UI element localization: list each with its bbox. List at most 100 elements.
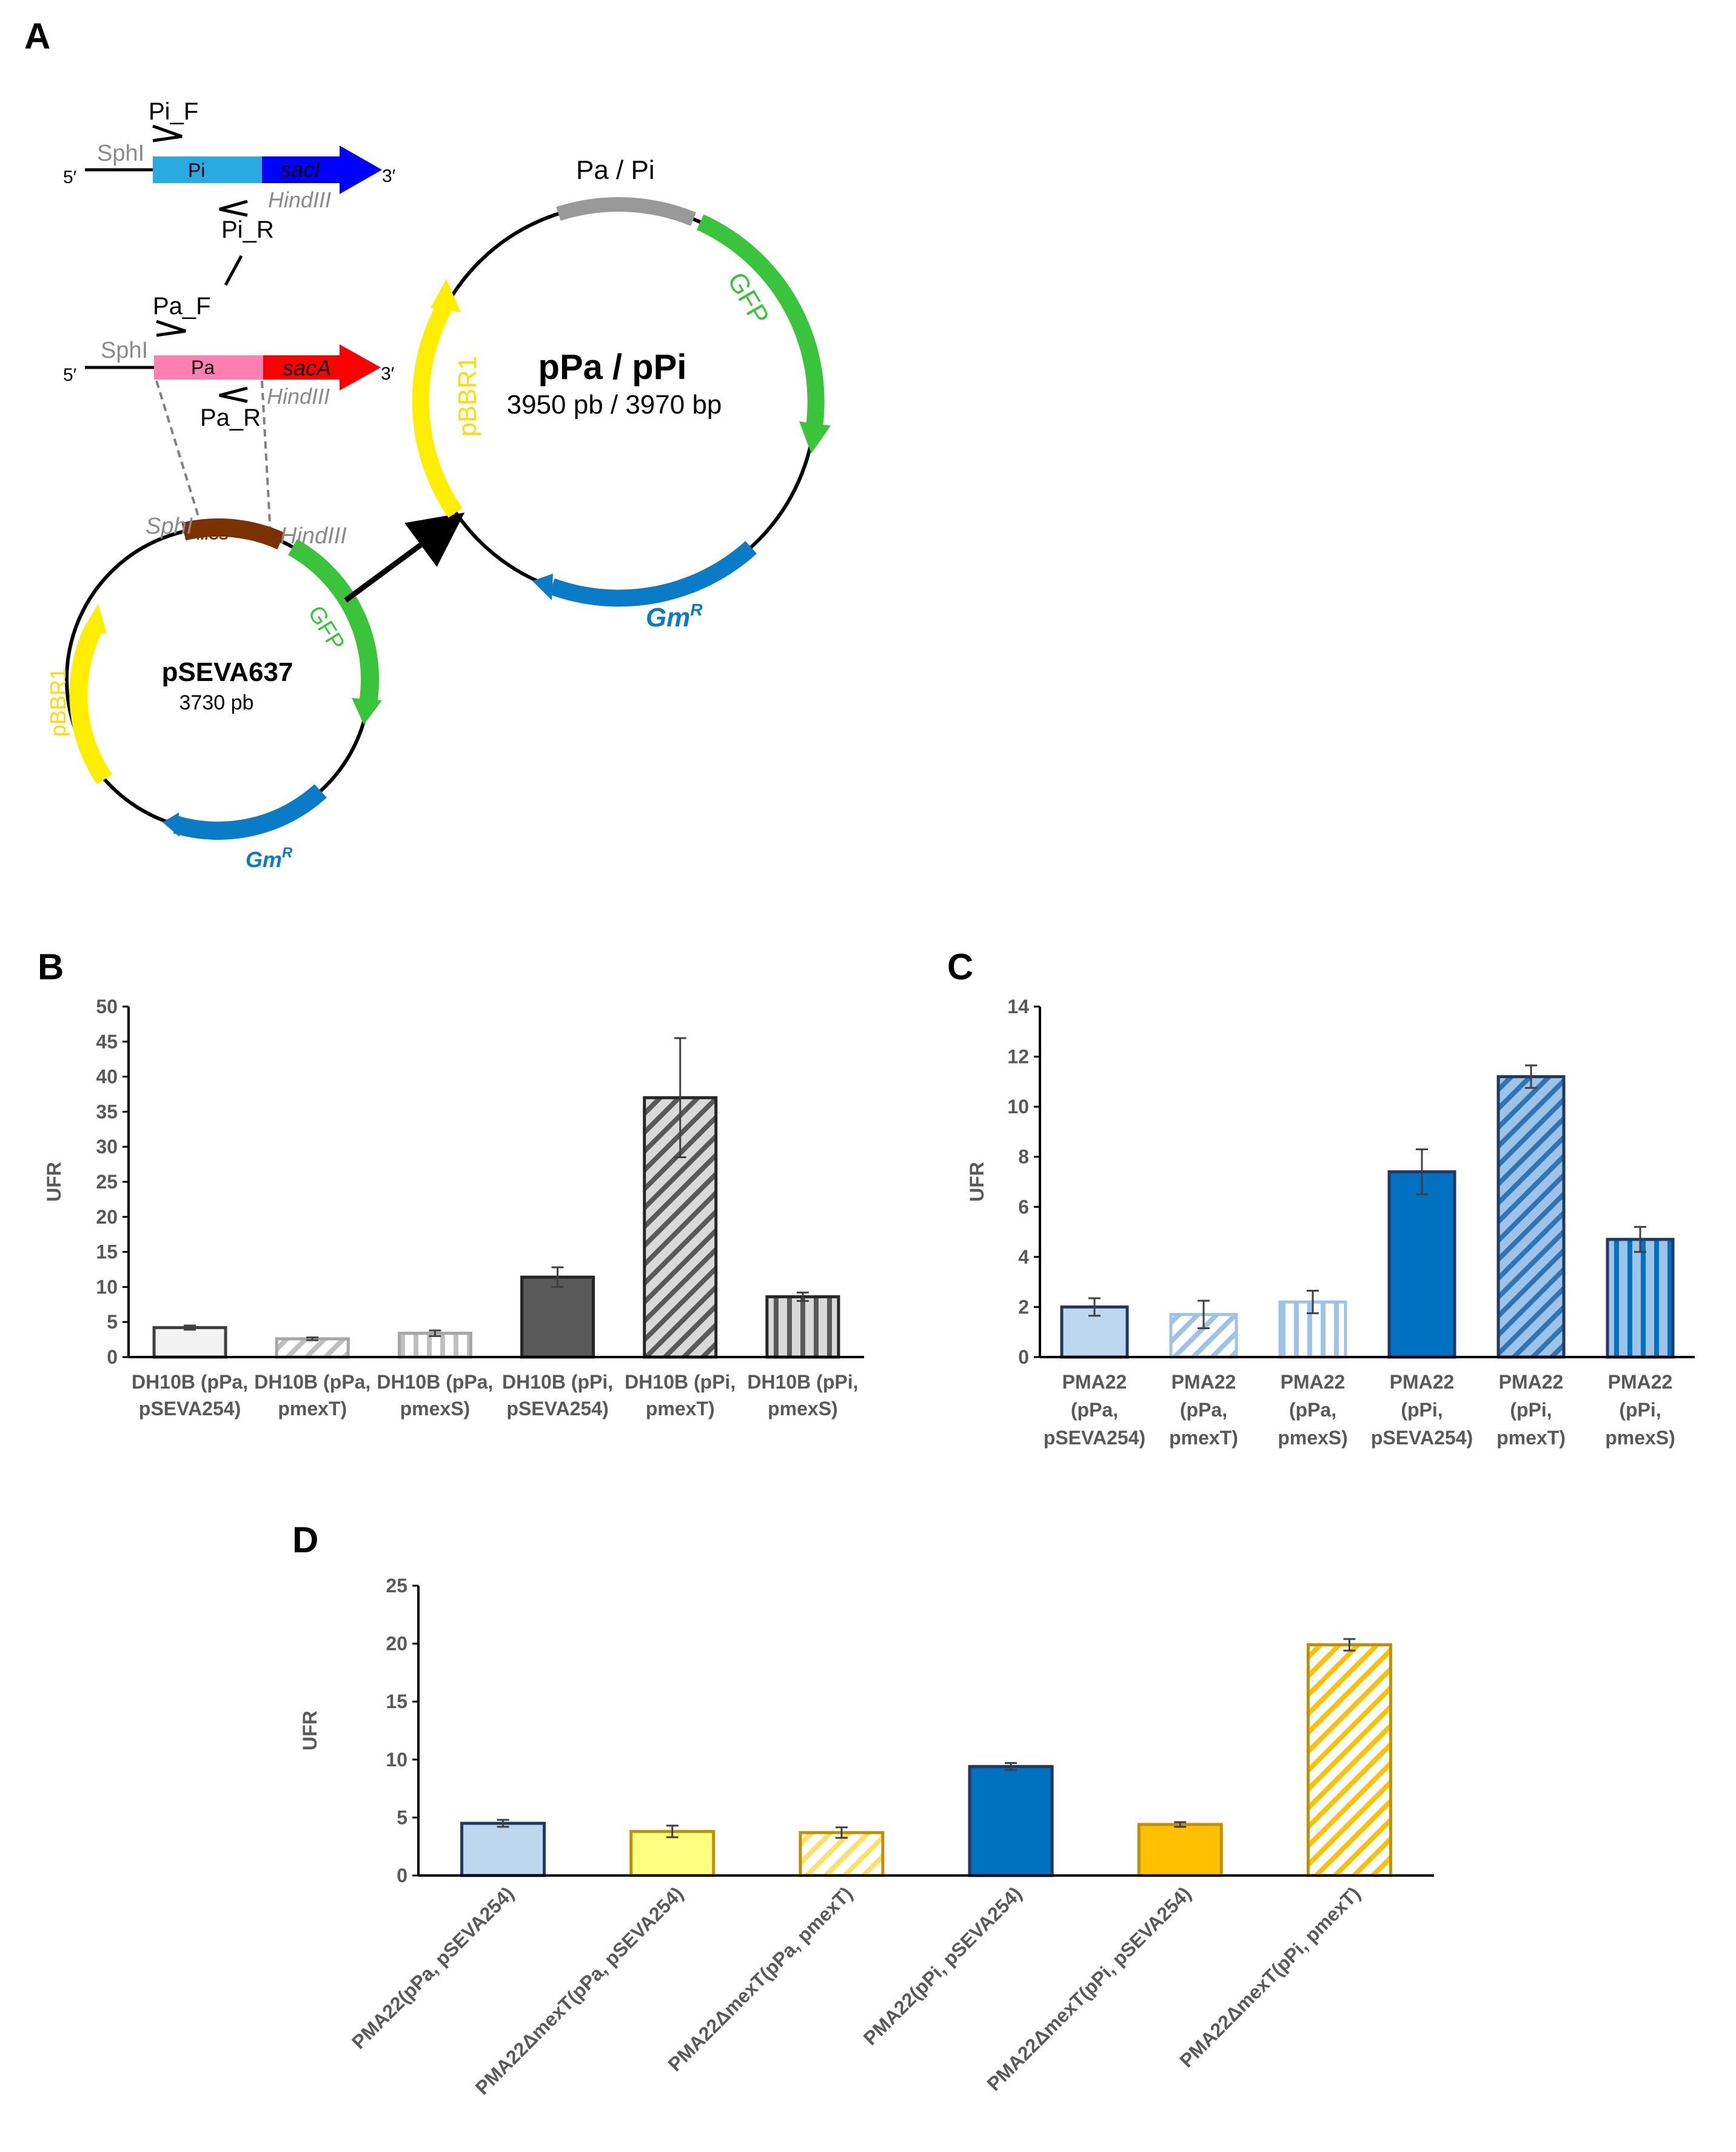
bar <box>968 1765 1054 1877</box>
vector-name: pSEVA637 <box>162 657 293 687</box>
bar <box>1606 1238 1675 1359</box>
y-tick-label: 0 <box>1018 1346 1029 1368</box>
saca-gene-arrow <box>263 344 381 391</box>
primer-f-arrow <box>156 320 186 337</box>
y-tick-label: 45 <box>96 1031 118 1053</box>
x-tick-line: DH10B (pPa, <box>377 1371 493 1393</box>
y-tick-label: 40 <box>96 1066 118 1088</box>
product-ori-label: pBBR1 <box>453 356 481 437</box>
chart-b: 0 5 10 15 20 25 30 35 40 45 50 UFR DH10B (pPa, pSEVA2… <box>43 996 864 1420</box>
x-tick-label: DH10B (pPi, pmexT) <box>625 1371 736 1420</box>
y-tick-label: 35 <box>96 1101 118 1122</box>
gm-arc <box>173 784 327 840</box>
three-prime: 3′ <box>381 364 395 384</box>
site-sphi: SphI <box>97 141 144 166</box>
x-tick-label: PMA22(pPi, pSEVA254) <box>859 1882 1026 2049</box>
bar <box>152 1326 227 1359</box>
plasmid-map: Pi_F SphI 5′ Pi sacI 3′ HindIII Pi_R Pa_… <box>45 98 831 872</box>
panel-label-a: A <box>24 16 50 56</box>
primer-f-arrow <box>152 124 183 142</box>
x-tick-line: pmexT) <box>1169 1427 1238 1449</box>
primer-pi-f: Pi_F <box>149 98 198 125</box>
x-tick-line: pmexS) <box>768 1398 838 1420</box>
primer-pi-r: Pi_R <box>221 216 274 243</box>
x-tick-label: DH10B (pPi, pmexS) <box>747 1371 858 1420</box>
five-prime: 5′ <box>63 167 77 187</box>
y-tick-label: 14 <box>1007 996 1029 1017</box>
x-tick-line: (pPa, <box>1071 1399 1118 1421</box>
y-tick-label: 4 <box>1018 1246 1029 1268</box>
x-tick-label: PMA22ΔmexT(pPi, pSEVA254) <box>983 1882 1196 2095</box>
y-tick-label: 5 <box>397 1806 407 1828</box>
product-gm-arrowhead <box>532 574 553 600</box>
insertion-line-right <box>261 380 272 534</box>
ori-label: pBBR1 <box>45 668 70 737</box>
site-hindiii: HindIII <box>268 187 331 212</box>
y-tick-label: 20 <box>386 1633 407 1655</box>
panel-label-d: D <box>292 1520 318 1560</box>
primer-pa-r: Pa_R <box>200 404 261 431</box>
primer-r-arrow <box>219 199 248 217</box>
x-tick-line: (pPi, <box>1510 1399 1552 1421</box>
panel-label-b: B <box>38 947 64 987</box>
y-axis-label: UFR <box>966 1162 988 1202</box>
insertion-line-left <box>155 380 205 534</box>
product-size: 3950 pb / 3970 bp <box>507 390 722 420</box>
y-tick-label: 15 <box>386 1691 407 1712</box>
x-tick-line: DH10B (pPa, <box>254 1371 370 1393</box>
primer-pa-f: Pa_F <box>153 293 211 320</box>
y-tick-label: 25 <box>386 1575 407 1597</box>
product-ori-arrowhead <box>431 279 461 312</box>
bar <box>275 1337 350 1359</box>
x-tick-line: PMA22 <box>1390 1371 1455 1393</box>
y-tick-label: 30 <box>96 1136 118 1158</box>
x-tick-label: DH10B (pPa, pSEVA254) <box>132 1371 248 1420</box>
primer-r-arrow <box>219 386 248 403</box>
x-tick-label: PMA22ΔmexT(pPa, pSEVA254) <box>471 1882 688 2099</box>
x-tick-label: DH10B (pPa, pmexT) <box>254 1371 370 1420</box>
x-tick-line: pmexT) <box>278 1398 347 1420</box>
mcs-arc <box>181 518 285 550</box>
gfp-label: GFP <box>303 602 349 655</box>
x-tick-line: PMA22 <box>1281 1371 1346 1393</box>
y-tick-label: 10 <box>386 1749 407 1771</box>
x-tick-line: (pPa, <box>1289 1399 1336 1421</box>
three-prime: 3′ <box>382 166 396 186</box>
bar <box>1496 1075 1566 1359</box>
x-tick-label: PMA22 (pPa, pmexT) <box>1169 1371 1238 1449</box>
y-tick-label: 8 <box>1018 1146 1029 1168</box>
x-tick-line: pSEVA254) <box>506 1398 608 1420</box>
gfp-arc <box>288 539 380 702</box>
bar <box>1387 1170 1456 1359</box>
x-tick-label: PMA22 (pPi, pmexT) <box>1496 1371 1566 1449</box>
y-tick-label: 20 <box>96 1206 118 1228</box>
x-tick-label: DH10B (pPa, pmexS) <box>377 1371 493 1420</box>
x-tick-line: DH10B (pPi, <box>625 1371 736 1393</box>
promoter-pi-box <box>153 156 262 183</box>
panel-label-c: C <box>947 947 973 987</box>
saci-gene-arrow <box>262 146 382 194</box>
x-tick-line: pSEVA254) <box>1371 1427 1473 1449</box>
x-tick-label: PMA22 (pPa, pSEVA254) <box>1044 1371 1145 1449</box>
product-gm-arc <box>549 541 757 607</box>
x-tick-line: pSEVA254) <box>139 1398 241 1420</box>
promoter-pa-label: Pa <box>191 357 215 378</box>
ori-arc <box>69 623 112 785</box>
y-axis-label: UFR <box>43 1162 65 1202</box>
x-tick-line: pmexT) <box>646 1398 715 1420</box>
pi-construct: Pi_F SphI 5′ Pi sacI 3′ HindIII Pi_R <box>63 98 396 243</box>
promoter-pa-box <box>154 355 263 380</box>
product-gm-label: GmR <box>646 600 703 632</box>
vector-site-sphi: SphI <box>146 514 193 539</box>
x-tick-line: pmexS) <box>1278 1427 1348 1449</box>
gm-arrowhead <box>163 813 179 837</box>
x-tick-label: PMA22ΔmexT(pPi, pmexT) <box>1175 1882 1364 2071</box>
promoter-arc <box>556 197 697 226</box>
product-name: pPa / pPi <box>538 347 687 387</box>
product-gfp-arrowhead <box>799 421 831 454</box>
y-tick-label: 50 <box>96 996 118 1017</box>
saca-label: sacA <box>283 355 331 380</box>
vector-size: 3730 pb <box>179 691 254 714</box>
